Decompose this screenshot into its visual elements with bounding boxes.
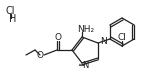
Text: ═N: ═N [78, 61, 89, 70]
Text: N: N [100, 38, 107, 46]
Text: O: O [37, 52, 44, 61]
Text: Cl: Cl [118, 34, 127, 43]
Text: O: O [55, 34, 62, 43]
Text: H: H [9, 14, 16, 24]
Text: NH₂: NH₂ [77, 24, 94, 34]
Text: Cl: Cl [5, 6, 14, 16]
